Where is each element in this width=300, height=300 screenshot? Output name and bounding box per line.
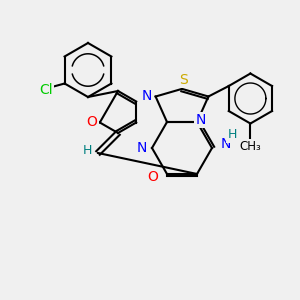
Text: O: O: [86, 116, 97, 130]
Text: H: H: [82, 145, 92, 158]
Text: O: O: [86, 116, 97, 130]
Text: H: H: [227, 128, 237, 142]
Text: Cl: Cl: [39, 82, 52, 97]
Text: Cl: Cl: [39, 82, 52, 97]
Text: O: O: [148, 170, 158, 184]
Text: S: S: [180, 73, 188, 87]
Text: N: N: [196, 113, 206, 127]
Text: H: H: [82, 145, 92, 158]
Text: N: N: [141, 88, 152, 103]
Text: CH₃: CH₃: [239, 140, 261, 153]
Text: N: N: [137, 141, 147, 155]
Text: N: N: [221, 137, 231, 151]
